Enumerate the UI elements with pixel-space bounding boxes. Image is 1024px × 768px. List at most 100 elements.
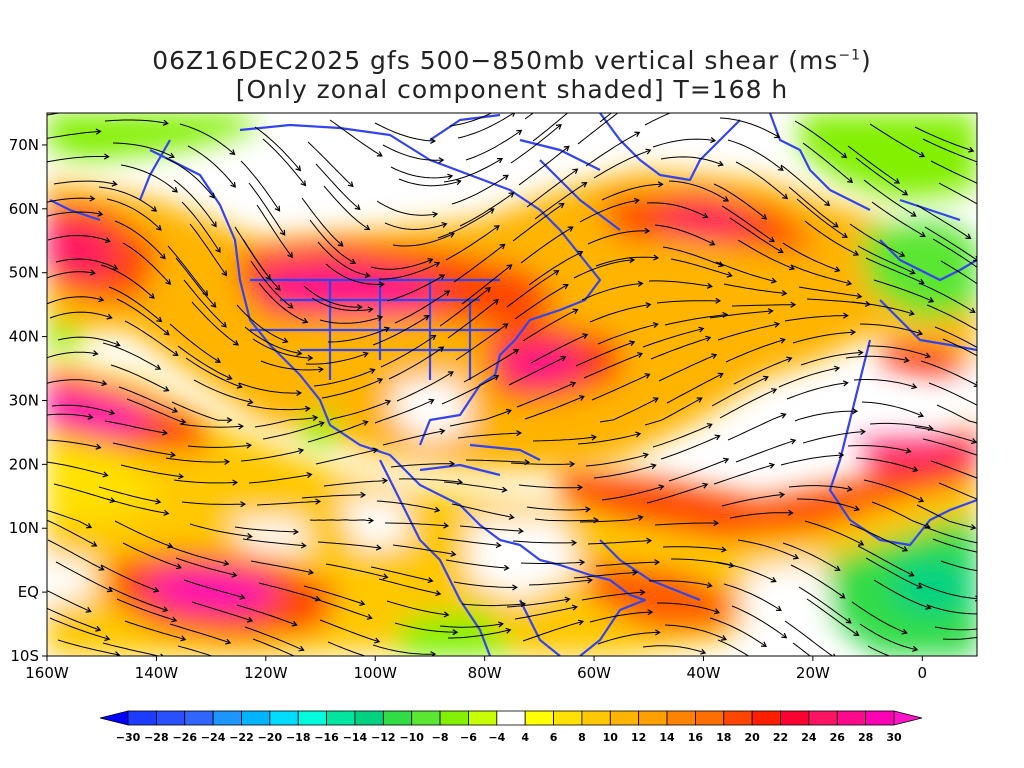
streamline: [248, 182, 286, 236]
streamline: [798, 586, 852, 624]
streamline-arrowhead: [658, 484, 665, 491]
streamline: [579, 199, 639, 223]
streamline-arrowhead: [438, 346, 445, 353]
streamline: [660, 435, 720, 460]
lon-tick-label: 0: [918, 664, 928, 682]
streamline: [378, 578, 441, 595]
streamline-arrowhead: [908, 571, 915, 577]
colorbar-swatch: [666, 710, 696, 726]
streamline-arrowhead: [430, 334, 437, 341]
streamline-arrowhead: [788, 264, 795, 271]
title-text: 06Z16DEC2025 gfs 500−850mb vertical shea…: [152, 46, 839, 75]
streamline-arrowhead: [97, 210, 104, 217]
streamline: [303, 285, 362, 308]
colorbar-label: −12: [371, 731, 396, 744]
colorbar-label: 20: [744, 731, 760, 744]
streamline-arrowhead: [505, 408, 512, 415]
streamline-arrowhead: [449, 460, 456, 467]
streamline: [246, 404, 310, 411]
streamline: [327, 641, 367, 656]
streamline: [307, 141, 354, 187]
streamline: [126, 398, 186, 423]
streamline: [118, 386, 178, 413]
streamline: [845, 355, 909, 362]
streamline: [55, 258, 118, 270]
lon-tick-label: 80W: [468, 664, 502, 682]
streamline-arrowhead: [965, 233, 972, 239]
streamline: [804, 520, 864, 546]
streamline: [445, 225, 500, 261]
streamline: [593, 149, 651, 179]
streamline-arrowhead: [155, 224, 162, 231]
streamline-arrowhead: [981, 541, 986, 546]
streamline-arrowhead: [169, 451, 176, 458]
streamline: [396, 371, 454, 402]
streamline: [597, 631, 660, 645]
streamline: [861, 401, 924, 417]
streamline-arrowhead: [793, 553, 800, 560]
colorbar-swatch: [382, 710, 413, 726]
streamline: [301, 197, 344, 247]
lat-tick-label: EQ: [18, 583, 39, 601]
streamline-arrowhead: [780, 412, 787, 419]
streamline: [526, 168, 578, 208]
streamline: [398, 178, 461, 187]
streamline-arrowhead: [971, 438, 977, 445]
streamline-arrowhead: [300, 180, 307, 187]
streamline: [790, 264, 852, 285]
streamline: [660, 156, 723, 166]
streamline-arrowhead: [834, 565, 841, 571]
streamline: [778, 367, 839, 388]
colorbar-label: −14: [343, 731, 368, 744]
coastlines: [49, 113, 977, 656]
streamline: [252, 638, 296, 656]
streamline: [804, 220, 859, 256]
streamline: [597, 323, 658, 345]
streamline-arrowhead: [702, 482, 709, 489]
colorbar-swatch: [155, 710, 186, 726]
streamline: [721, 205, 775, 242]
streamline-arrowhead: [993, 503, 998, 508]
streamline-arrowhead: [101, 380, 108, 387]
streamline-arrowhead: [713, 608, 720, 615]
streamline: [788, 186, 839, 228]
streamline: [106, 498, 169, 514]
streamline: [323, 480, 387, 487]
streamline-arrowhead: [85, 607, 92, 613]
streamline-arrowhead: [768, 462, 776, 469]
streamline-arrowhead: [382, 477, 388, 484]
streamline: [802, 431, 865, 444]
streamline-arrowhead: [860, 428, 866, 435]
streamline-arrowhead: [924, 352, 931, 359]
streamline-arrowhead: [842, 380, 849, 387]
streamline-arrowhead: [441, 222, 448, 228]
streamline-arrowhead: [366, 614, 373, 620]
streamline: [187, 145, 236, 188]
streamline-arrowhead: [903, 356, 910, 363]
streamline: [313, 369, 375, 387]
lon-tick-label: 60W: [577, 664, 611, 682]
streamline: [922, 438, 977, 456]
streamline: [646, 483, 708, 504]
streamline-arrowhead: [633, 197, 640, 204]
colorbar-label: 6: [550, 731, 558, 744]
streamline-arrowhead: [833, 365, 841, 372]
streamline: [55, 561, 113, 592]
streamline-arrowhead: [224, 458, 230, 465]
streamline-arrowhead: [824, 200, 831, 207]
streamline-arrowhead: [846, 485, 853, 492]
streamline-arrowhead: [654, 629, 661, 636]
streamline: [309, 219, 356, 264]
colorbar-min-arrow: [99, 710, 129, 726]
streamline-arrowhead: [852, 408, 859, 415]
streamline: [307, 421, 368, 443]
streamline-arrowhead: [582, 333, 589, 339]
streamline: [98, 186, 157, 212]
lat-tick-label: 10N: [9, 519, 39, 537]
streamline-arrowhead: [775, 605, 782, 612]
streamline: [656, 300, 720, 304]
colorbar-label: 24: [801, 731, 817, 744]
streamline-arrowhead: [841, 232, 848, 238]
streamline: [514, 606, 577, 620]
streamline: [508, 356, 566, 386]
